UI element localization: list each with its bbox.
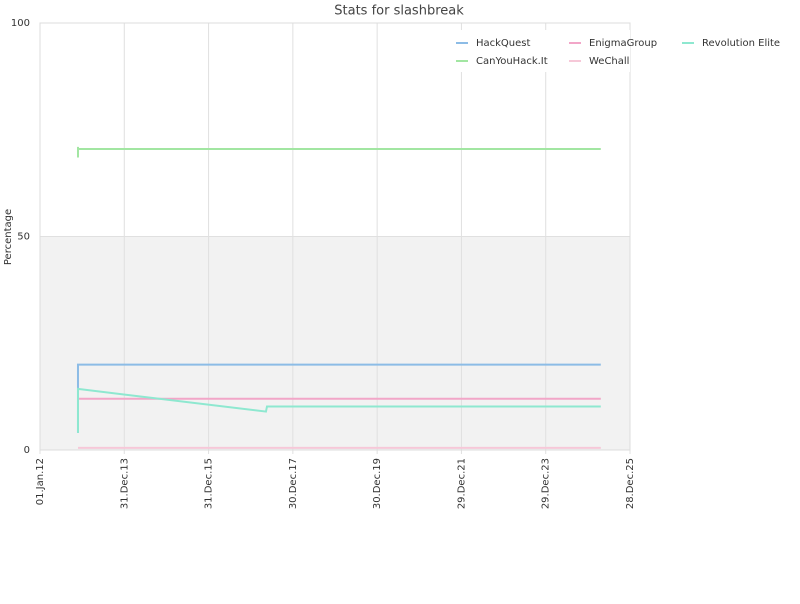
legend-label: HackQuest bbox=[476, 38, 531, 49]
legend-label: EnigmaGroup bbox=[589, 38, 657, 49]
x-tick-label: 31.Dec.13 bbox=[119, 458, 130, 509]
x-tick-label: 30.Dec.19 bbox=[372, 458, 383, 509]
x-tick-label: 01.Jan.12 bbox=[35, 458, 46, 505]
legend-label: WeChall bbox=[589, 56, 629, 67]
legend-label: CanYouHack.It bbox=[476, 56, 548, 67]
x-tick-label: 28.Dec.25 bbox=[625, 458, 636, 509]
plot-background bbox=[40, 236, 630, 450]
series-line bbox=[76, 387, 601, 433]
legend: HackQuest EnigmaGroup Revolution Elite CanY… bbox=[450, 30, 780, 72]
x-tick-label: 29.Dec.23 bbox=[541, 458, 552, 509]
chart-title: Stats for slashbreak bbox=[334, 4, 464, 19]
x-tick-label: 30.Dec.17 bbox=[288, 458, 299, 509]
plot-frame bbox=[39, 22, 631, 451]
legend-box bbox=[450, 30, 630, 72]
y-tick-label: 0 bbox=[24, 445, 30, 456]
grid-band bbox=[40, 236, 630, 450]
x-tick-label: 31.Dec.15 bbox=[204, 458, 215, 509]
y-axis-label: Percentage bbox=[3, 209, 14, 265]
x-tick-label: 29.Dec.21 bbox=[456, 458, 467, 509]
series-line bbox=[76, 146, 601, 158]
y-tick-label: 100 bbox=[11, 18, 30, 29]
legend-label: Revolution Elite bbox=[702, 38, 780, 49]
y-tick-label: 50 bbox=[17, 232, 30, 243]
